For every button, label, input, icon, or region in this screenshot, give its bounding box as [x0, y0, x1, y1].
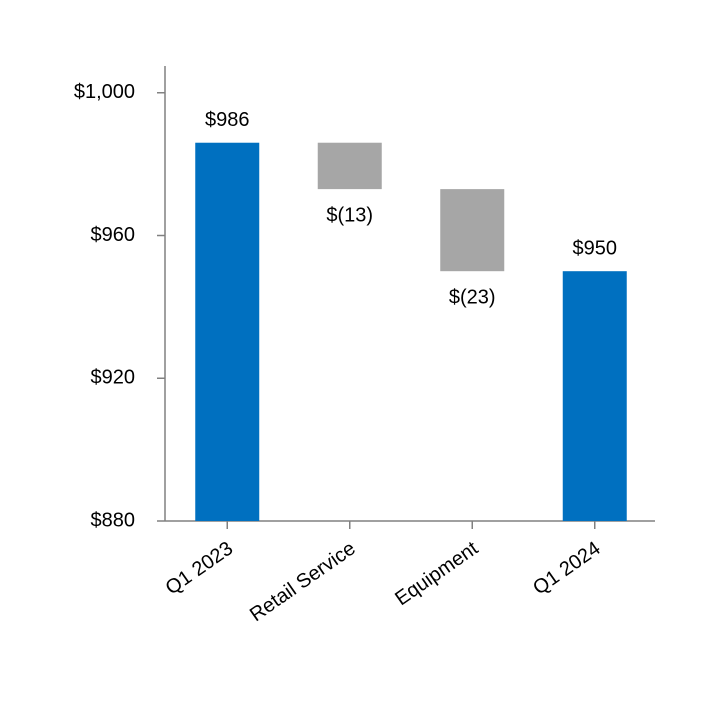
- x-tick-label: Retail Service: [246, 537, 360, 626]
- bar: [195, 142, 260, 521]
- x-tick-label: Equipment: [391, 537, 482, 610]
- x-tick-label: Q1 2024: [529, 537, 604, 599]
- x-tick-label: Q1 2023: [162, 537, 237, 599]
- value-label: $986: [205, 109, 250, 131]
- y-tick-label: $960: [91, 224, 136, 246]
- bar: [562, 271, 627, 521]
- value-label: $(13): [326, 204, 373, 226]
- bar: [440, 189, 505, 272]
- y-tick-label: $880: [91, 509, 136, 531]
- y-tick-label: $1,000: [74, 81, 135, 103]
- bar: [317, 142, 382, 190]
- value-label: $(23): [449, 286, 496, 308]
- y-tick-label: $920: [91, 367, 136, 389]
- value-label: $950: [573, 237, 618, 259]
